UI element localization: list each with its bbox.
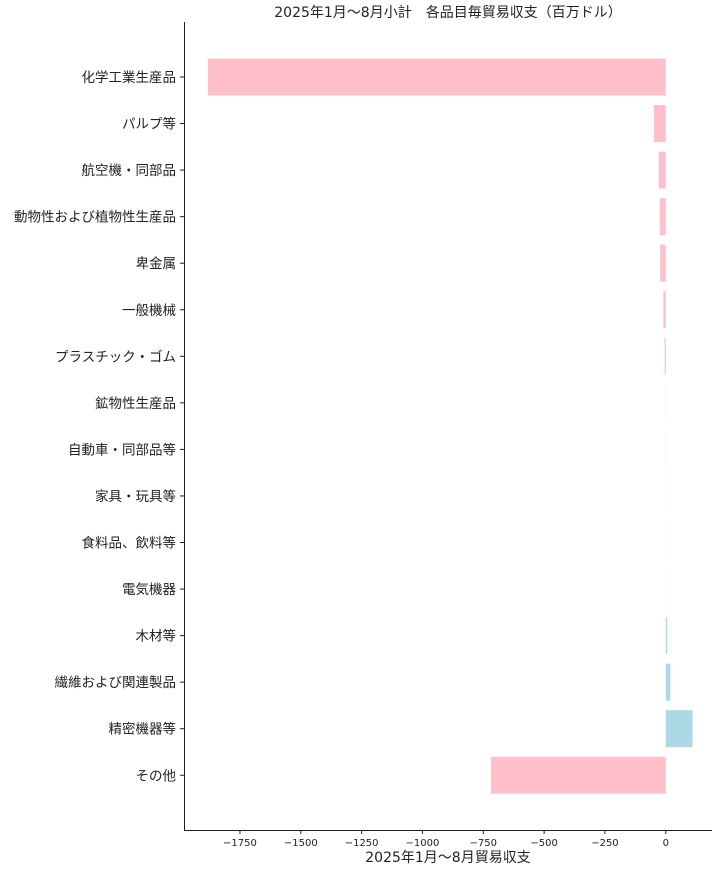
bar xyxy=(666,710,693,747)
bar xyxy=(665,338,666,375)
y-tick-label: 卑金属 xyxy=(136,255,177,272)
x-tick-label: −750 xyxy=(470,838,497,849)
x-tick-label: −1250 xyxy=(345,838,379,849)
bar xyxy=(666,664,671,701)
y-tick-label: 食料品、飲料等 xyxy=(82,535,177,552)
chart-title: 2025年1月～8月小計 各品目毎貿易収支（百万ドル） xyxy=(274,5,621,21)
bar xyxy=(663,291,665,328)
y-tick-label: その他 xyxy=(136,768,177,784)
y-tick-label: パルプ等 xyxy=(122,116,176,133)
x-tick-label: 0 xyxy=(663,838,669,849)
bar xyxy=(208,59,666,96)
bar xyxy=(654,105,666,142)
bar xyxy=(659,152,666,189)
y-tick-label: 家具・玩具等 xyxy=(95,488,176,505)
x-axis-label: 2025年1月～8月貿易収支 xyxy=(365,850,530,866)
y-tick-label: 航空機・同部品 xyxy=(82,163,177,179)
y-tick-label: 鉱物性生産品 xyxy=(95,396,176,412)
y-tick-label: 一般機械 xyxy=(122,303,176,319)
y-tick-label: 動物性および植物性生産品 xyxy=(14,210,176,226)
y-tick-label: プラスチック・ゴム xyxy=(55,348,176,365)
y-tick-label: 精密機器等 xyxy=(109,721,177,738)
bar xyxy=(660,245,666,282)
bar xyxy=(666,617,667,654)
x-tick-label: −1500 xyxy=(284,838,318,849)
bar xyxy=(660,198,666,235)
y-tick-label: 電気機器 xyxy=(122,582,176,598)
y-tick-label: 化学工業生産品 xyxy=(82,70,177,86)
y-tick-label: 木材等 xyxy=(136,628,177,645)
y-tick-label: 繊維および関連製品 xyxy=(55,675,177,691)
x-tick-label: −1750 xyxy=(223,838,257,849)
x-tick-label: −500 xyxy=(530,838,557,849)
x-tick-label: −250 xyxy=(591,838,618,849)
y-tick-label: 自動車・同部品等 xyxy=(68,441,176,458)
bar xyxy=(491,757,666,794)
x-tick-label: −1000 xyxy=(406,838,440,849)
